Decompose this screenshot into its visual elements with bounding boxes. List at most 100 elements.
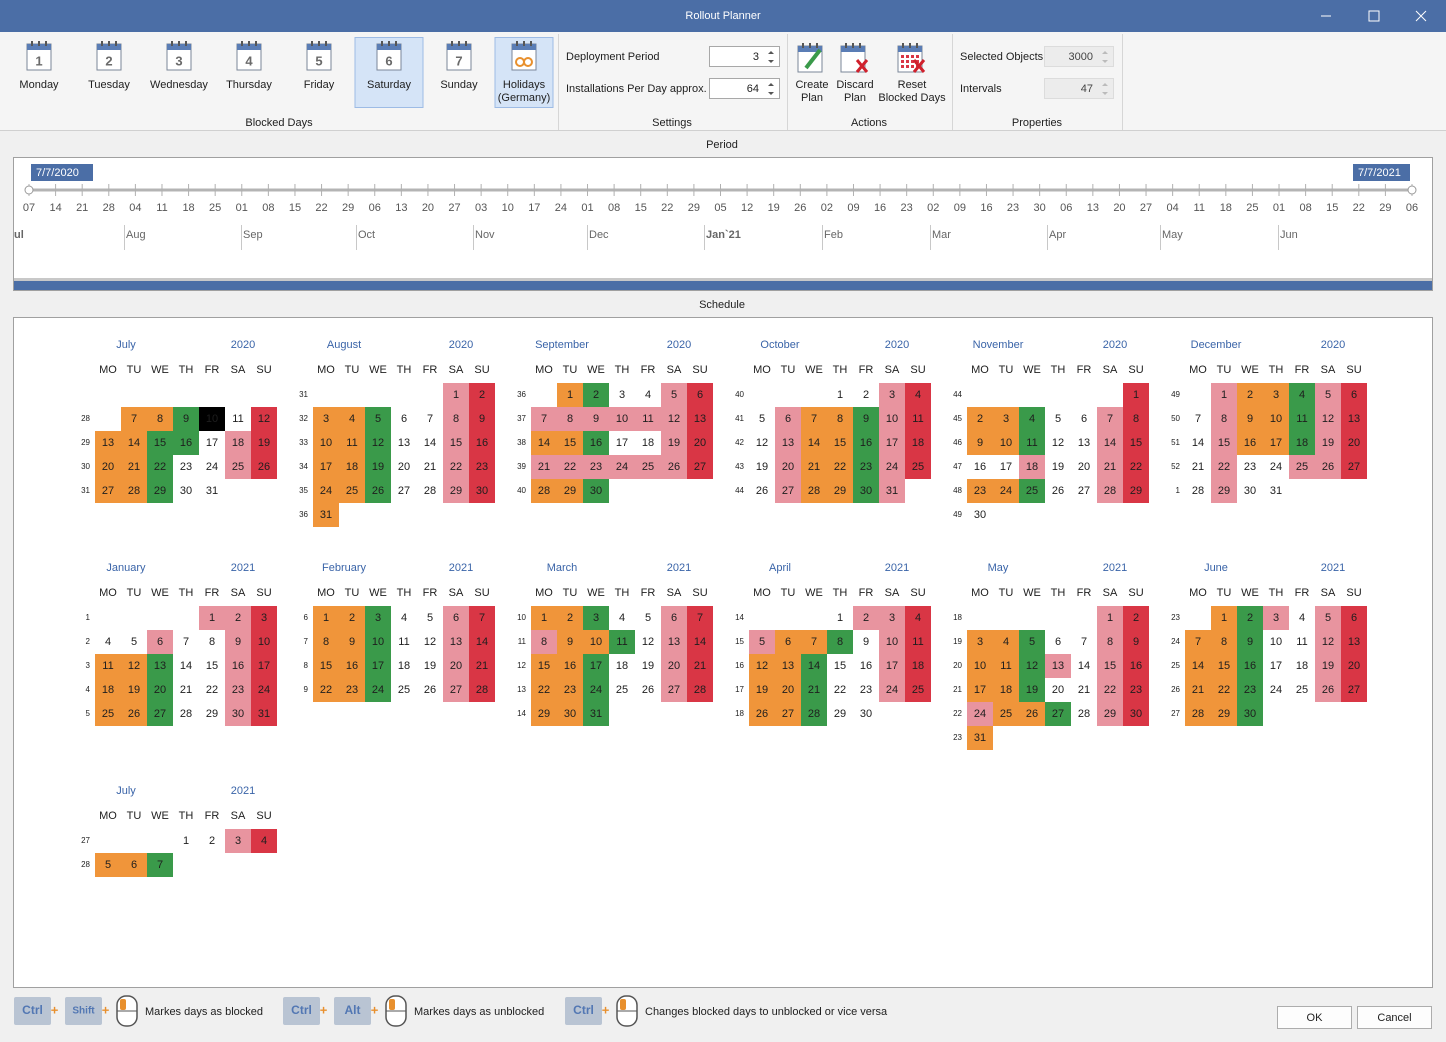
day-number[interactable]: 21 — [808, 684, 820, 696]
button-label[interactable]: Plan — [801, 92, 823, 104]
day-number[interactable]: 14 — [180, 660, 192, 672]
day-number[interactable]: 12 — [668, 413, 680, 425]
spin-up[interactable] — [768, 51, 774, 54]
day-number[interactable]: 20 — [782, 684, 794, 696]
day-number[interactable]: 16 — [346, 660, 358, 672]
day-number[interactable]: 29 — [1218, 485, 1230, 497]
day-number[interactable]: 21 — [1078, 684, 1090, 696]
day-number[interactable]: 13 — [694, 413, 706, 425]
day-number[interactable]: 6 — [453, 612, 459, 624]
day-cell[interactable] — [339, 431, 365, 455]
day-number[interactable]: 6 — [1081, 413, 1087, 425]
day-number[interactable]: 14 — [694, 636, 706, 648]
day-number[interactable]: 23 — [590, 461, 602, 473]
day-number[interactable]: 12 — [128, 660, 140, 672]
day-number[interactable]: 13 — [450, 636, 462, 648]
day-cell[interactable] — [661, 630, 687, 654]
day-number[interactable]: 14 — [476, 636, 488, 648]
day-cell[interactable] — [469, 431, 495, 455]
day-number[interactable]: 16 — [860, 437, 872, 449]
day-cell[interactable] — [365, 678, 391, 702]
day-cell[interactable] — [225, 654, 251, 678]
day-cell[interactable] — [531, 678, 557, 702]
day-cell[interactable] — [251, 455, 277, 479]
day-number[interactable]: 14 — [1192, 660, 1204, 672]
day-number[interactable]: 11 — [912, 636, 923, 648]
day-cell[interactable] — [1123, 383, 1149, 407]
day-number[interactable]: 20 — [668, 660, 680, 672]
day-cell[interactable] — [1315, 606, 1341, 630]
spin-box[interactable] — [709, 78, 780, 99]
day-number[interactable]: 18 — [912, 660, 924, 672]
timeline-handle[interactable] — [1407, 185, 1417, 195]
day-number[interactable]: 18 — [912, 437, 924, 449]
day-cell[interactable] — [339, 455, 365, 479]
day-cell[interactable] — [443, 479, 469, 503]
button-label[interactable]: Monday — [19, 79, 59, 91]
day-cell[interactable] — [531, 630, 557, 654]
day-number[interactable]: 17 — [616, 437, 628, 449]
day-cell[interactable] — [1341, 383, 1367, 407]
day-cell[interactable] — [687, 431, 713, 455]
day-cell[interactable] — [531, 606, 557, 630]
day-number[interactable]: 3 — [889, 612, 895, 624]
day-number[interactable]: 23 — [860, 461, 872, 473]
day-cell[interactable] — [661, 431, 687, 455]
day-cell[interactable] — [1263, 431, 1289, 455]
day-cell[interactable] — [531, 479, 557, 503]
day-number[interactable]: 22 — [1218, 461, 1230, 473]
day-cell[interactable] — [121, 455, 147, 479]
day-cell[interactable] — [905, 383, 931, 407]
spin-down[interactable] — [768, 60, 774, 63]
day-number[interactable]: 24 — [590, 684, 602, 696]
day-number[interactable]: 31 — [206, 485, 218, 497]
day-cell[interactable] — [1019, 702, 1045, 726]
day-cell[interactable] — [1211, 702, 1237, 726]
day-number[interactable]: 30 — [476, 485, 488, 497]
day-number[interactable]: 9 — [1247, 413, 1253, 425]
day-number[interactable]: 30 — [860, 708, 872, 720]
day-cell[interactable] — [531, 702, 557, 726]
day-cell[interactable] — [905, 606, 931, 630]
day-number[interactable]: 29 — [834, 708, 846, 720]
day-cell[interactable] — [225, 431, 251, 455]
day-cell[interactable] — [583, 455, 609, 479]
day-number[interactable]: 12 — [1322, 636, 1334, 648]
day-cell[interactable] — [1185, 654, 1211, 678]
day-number[interactable]: 11 — [1296, 636, 1307, 648]
day-number[interactable]: 11 — [232, 413, 243, 425]
day-cell[interactable] — [557, 678, 583, 702]
day-number[interactable]: 20 — [1348, 437, 1360, 449]
day-number[interactable]: 4 — [401, 612, 407, 624]
day-number[interactable]: 22 — [154, 461, 166, 473]
day-cell[interactable] — [1045, 654, 1071, 678]
day-cell[interactable] — [339, 407, 365, 431]
day-cell[interactable] — [251, 829, 277, 853]
day-number[interactable]: 5 — [671, 389, 677, 401]
day-cell[interactable] — [1341, 630, 1367, 654]
day-cell[interactable] — [225, 829, 251, 853]
day-cell[interactable] — [827, 431, 853, 455]
day-number[interactable]: 22 — [564, 461, 576, 473]
day-number[interactable]: 7 — [1195, 636, 1201, 648]
day-cell[interactable] — [749, 702, 775, 726]
day-number[interactable]: 8 — [453, 413, 459, 425]
day-cell[interactable] — [121, 407, 147, 431]
day-number[interactable]: 7 — [1081, 636, 1087, 648]
day-cell[interactable] — [1123, 479, 1149, 503]
day-number[interactable]: 3 — [323, 413, 329, 425]
day-number[interactable]: 21 — [1192, 461, 1204, 473]
day-number[interactable]: 7 — [183, 636, 189, 648]
day-cell[interactable] — [827, 479, 853, 503]
day-number[interactable]: 15 — [320, 660, 332, 672]
day-number[interactable]: 6 — [1351, 612, 1357, 624]
day-number[interactable]: 18 — [346, 461, 358, 473]
day-cell[interactable] — [365, 606, 391, 630]
day-cell[interactable] — [1289, 407, 1315, 431]
day-cell[interactable] — [1341, 678, 1367, 702]
day-cell[interactable] — [905, 431, 931, 455]
day-cell[interactable] — [879, 407, 905, 431]
day-number[interactable]: 28 — [1078, 708, 1090, 720]
day-number[interactable]: 27 — [1052, 708, 1064, 720]
day-number[interactable]: 19 — [1026, 684, 1038, 696]
